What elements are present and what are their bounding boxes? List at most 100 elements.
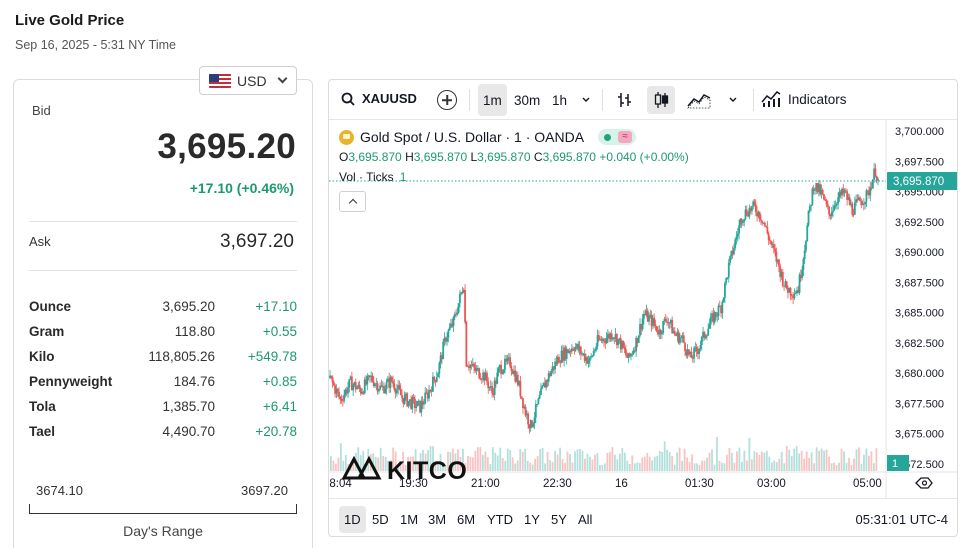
candle-body — [753, 201, 756, 205]
volume-bar — [474, 450, 477, 471]
candle-body — [775, 251, 778, 262]
volume-bar — [721, 462, 723, 471]
candle-body — [511, 370, 514, 374]
candle-body — [816, 183, 819, 192]
candle-body — [870, 187, 873, 189]
volume-bar — [402, 451, 405, 471]
candle-body — [554, 361, 557, 370]
collapse-legend-button[interactable] — [339, 191, 366, 212]
volume-bar — [541, 447, 544, 471]
candle-body — [841, 188, 843, 196]
volume-bar — [561, 458, 564, 471]
candle-body — [767, 233, 770, 241]
candle-body — [815, 183, 818, 190]
candle-body — [438, 362, 441, 374]
candle-body — [626, 354, 629, 358]
volume-bar — [591, 459, 594, 471]
candle-body — [829, 214, 832, 217]
compare-symbol-icon[interactable] — [437, 90, 457, 110]
range-1m[interactable]: 1M — [400, 512, 419, 527]
candle-body — [659, 329, 662, 335]
candle-body — [758, 211, 761, 220]
volume-bar — [850, 464, 853, 471]
symbol-search[interactable]: XAUUSD — [341, 91, 417, 106]
range-3m[interactable]: 3M — [428, 512, 447, 527]
interval-1m[interactable]: 1m — [478, 84, 507, 116]
candle-body — [460, 292, 463, 294]
candle-body — [468, 366, 470, 369]
interval-1h[interactable]: 1h — [552, 92, 568, 108]
volume-bar — [805, 451, 808, 471]
volume-bar — [843, 451, 845, 471]
range-1d[interactable]: 1D — [339, 506, 366, 533]
volume-bar — [621, 447, 624, 471]
range-6m[interactable]: 6M — [457, 512, 476, 527]
candle-body — [645, 310, 648, 315]
candle-body — [453, 313, 456, 317]
candle-body — [632, 350, 635, 354]
range-all[interactable]: All — [578, 512, 593, 527]
candle-body — [807, 210, 810, 226]
volume-bar — [452, 448, 454, 471]
bars-icon — [618, 93, 631, 107]
candle-body — [376, 383, 379, 392]
candle-body — [703, 331, 706, 339]
chart-type-dropdown[interactable] — [719, 86, 747, 114]
candle-body — [678, 337, 681, 344]
volume-bar — [808, 457, 811, 471]
candle-body — [742, 221, 744, 224]
chevron-down-icon — [277, 73, 288, 84]
candle-body — [820, 189, 823, 195]
candle-body — [812, 188, 815, 191]
search-icon — [341, 92, 355, 106]
range-5d[interactable]: 5D — [372, 512, 389, 527]
area-chart-type-button[interactable] — [685, 86, 713, 114]
candle-body — [570, 348, 573, 352]
range-ytd[interactable]: YTD — [487, 512, 513, 527]
volume-bar — [494, 452, 497, 471]
price-chart[interactable]: 3,700.0003,697.5003,695.0003,692.5003,69… — [329, 120, 958, 498]
candle-body — [868, 191, 870, 196]
toolbar-separator — [469, 89, 470, 111]
candle-body — [844, 190, 847, 192]
volume-bar — [775, 461, 778, 471]
volume-bar — [668, 451, 671, 471]
candle-body — [505, 358, 508, 362]
volume-bar — [651, 460, 654, 471]
candle-body — [821, 189, 824, 195]
volume-bar — [362, 451, 365, 471]
interval-dropdown[interactable] — [572, 86, 600, 114]
indicators-button[interactable]: Indicators — [761, 90, 847, 108]
candle-body — [446, 337, 448, 342]
volume-bar — [623, 452, 626, 471]
candle-body — [834, 205, 837, 207]
bar-chart-type-button[interactable] — [611, 86, 639, 114]
range-5y[interactable]: 5Y — [551, 512, 567, 527]
volume-bar — [330, 456, 332, 471]
candle-body — [706, 335, 708, 337]
volume-bar — [412, 456, 414, 471]
candle-body — [603, 338, 605, 342]
interval-30m[interactable]: 30m — [514, 92, 541, 108]
candle-body — [367, 375, 370, 377]
candle-body — [642, 313, 645, 319]
candle-body — [783, 285, 785, 287]
candles-chart-type-button[interactable] — [647, 86, 675, 114]
candle-body — [590, 355, 593, 358]
candle-body — [761, 220, 764, 223]
volume-bar — [633, 463, 636, 471]
range-1y[interactable]: 1Y — [524, 512, 540, 527]
volume-bar — [424, 453, 427, 471]
close-value: 3,695.870 — [542, 150, 596, 164]
candle-body — [587, 360, 590, 364]
candle-body — [806, 225, 809, 242]
unit-name: Kilo — [29, 349, 55, 364]
currency-select[interactable]: USD — [199, 66, 297, 95]
volume-bar — [788, 449, 791, 471]
candle-body — [372, 381, 375, 387]
candle-body — [711, 313, 713, 317]
candle-body — [528, 424, 531, 429]
candle-body — [585, 357, 587, 361]
candle-body — [735, 236, 738, 240]
volume-bar — [397, 464, 400, 471]
